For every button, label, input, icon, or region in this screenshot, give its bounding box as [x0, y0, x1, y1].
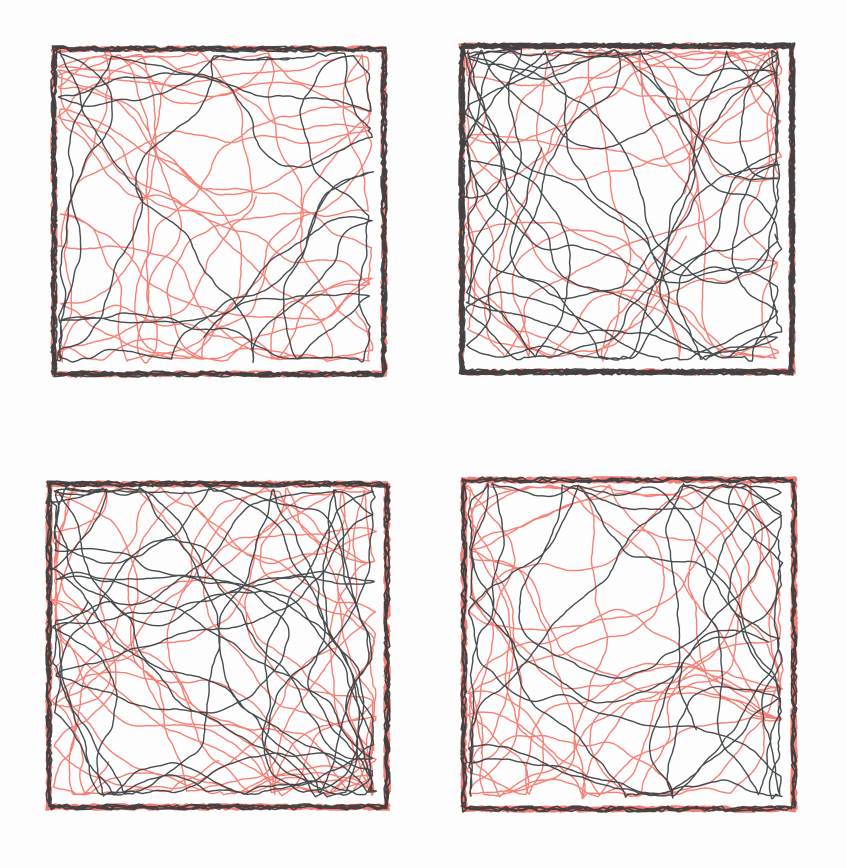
- trajectory-dark: [467, 482, 784, 800]
- trajectory-dark-wall: [458, 42, 796, 376]
- trajectory-dark-wall: [460, 476, 798, 813]
- trajectory-dark-wall: [45, 480, 391, 811]
- trajectory-dark-wall: [50, 45, 388, 378]
- trajectory-red: [465, 481, 784, 800]
- trajectory-dark: [464, 48, 783, 362]
- trajectory-dark: [56, 50, 374, 364]
- trajectory-dark: [50, 486, 378, 798]
- trajectory-red: [463, 47, 783, 362]
